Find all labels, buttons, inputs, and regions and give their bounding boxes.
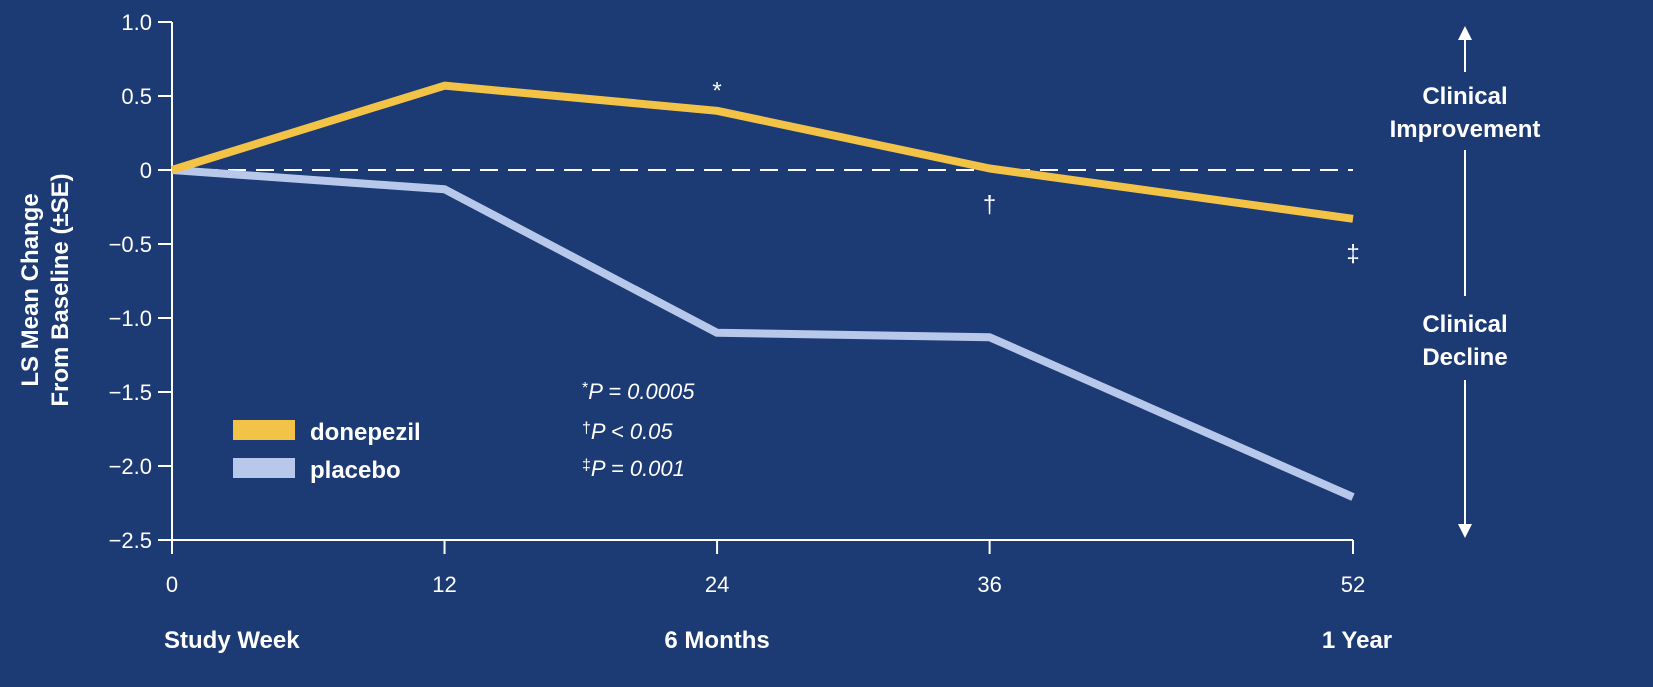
x-tick-label: 0	[166, 572, 178, 597]
significance-mark: *	[712, 78, 721, 105]
arrow-down-icon	[1458, 524, 1472, 538]
y-tick-label: 0	[140, 158, 152, 183]
improvement-label-line1: Clinical	[1422, 83, 1507, 110]
footnote-1-text: P = 0.0005	[588, 379, 695, 404]
y-tick-label: −0.5	[109, 232, 152, 257]
y-tick-label: −1.0	[109, 306, 152, 331]
y-tick-label: −2.5	[109, 528, 152, 553]
x-sub-label: Study Week	[164, 627, 300, 654]
footnote-3-text: P = 0.001	[591, 456, 685, 481]
y-axis-title-line2: From Baseline (±SE)	[47, 173, 74, 406]
footnote-1-symbol: *	[582, 380, 588, 397]
x-sub-labels: Study Week 6 Months 1 Year	[164, 627, 1392, 654]
footnotes: *P = 0.0005 †P < 0.05 ‡P = 0.001	[582, 379, 695, 481]
footnote-2-text: P < 0.05	[591, 419, 674, 444]
significance-mark: †	[983, 192, 996, 219]
footnote-2-symbol: †	[582, 420, 591, 437]
footnote-1: *P = 0.0005	[582, 379, 695, 404]
y-tick-label: 0.5	[121, 84, 152, 109]
y-ticks: 1.0 0.5 0 −0.5 −1.0 −1.5 −2.0 −2.5	[109, 10, 172, 553]
x-sub-label: 1 Year	[1322, 627, 1392, 654]
legend-swatch-placebo	[233, 458, 295, 478]
x-tick-label: 24	[705, 572, 729, 597]
x-tick-label: 52	[1341, 572, 1365, 597]
y-tick-label: −2.0	[109, 454, 152, 479]
x-tick-label: 12	[432, 572, 456, 597]
clinical-annotation: Clinical Improvement Clinical Decline	[1390, 26, 1541, 538]
legend-label-placebo: placebo	[310, 457, 401, 484]
x-sub-label: 6 Months	[664, 627, 769, 654]
decline-label-line1: Clinical	[1422, 311, 1507, 338]
x-ticks: 0 12 24 36 52	[166, 540, 1365, 597]
footnote-2: †P < 0.05	[582, 419, 673, 444]
decline-label-line2: Decline	[1422, 344, 1507, 371]
improvement-label-line2: Improvement	[1390, 116, 1541, 143]
footnote-3-symbol: ‡	[582, 457, 591, 474]
x-tick-label: 36	[977, 572, 1001, 597]
significance-marks: * † ‡	[712, 78, 1359, 268]
series-line-placebo	[171, 166, 1355, 501]
y-axis-title-line1: LS Mean Change	[17, 193, 44, 386]
footnote-3: ‡P = 0.001	[582, 456, 685, 481]
legend-label-donepezil: donepezil	[310, 419, 421, 446]
legend-swatch-donepezil	[233, 420, 295, 440]
arrow-up-icon	[1458, 26, 1472, 40]
significance-mark: ‡	[1346, 240, 1359, 267]
series-line-donepezil	[170, 81, 1354, 223]
legend: donepezil placebo	[233, 419, 421, 484]
y-tick-label: 1.0	[121, 10, 152, 35]
y-tick-label: −1.5	[109, 380, 152, 405]
